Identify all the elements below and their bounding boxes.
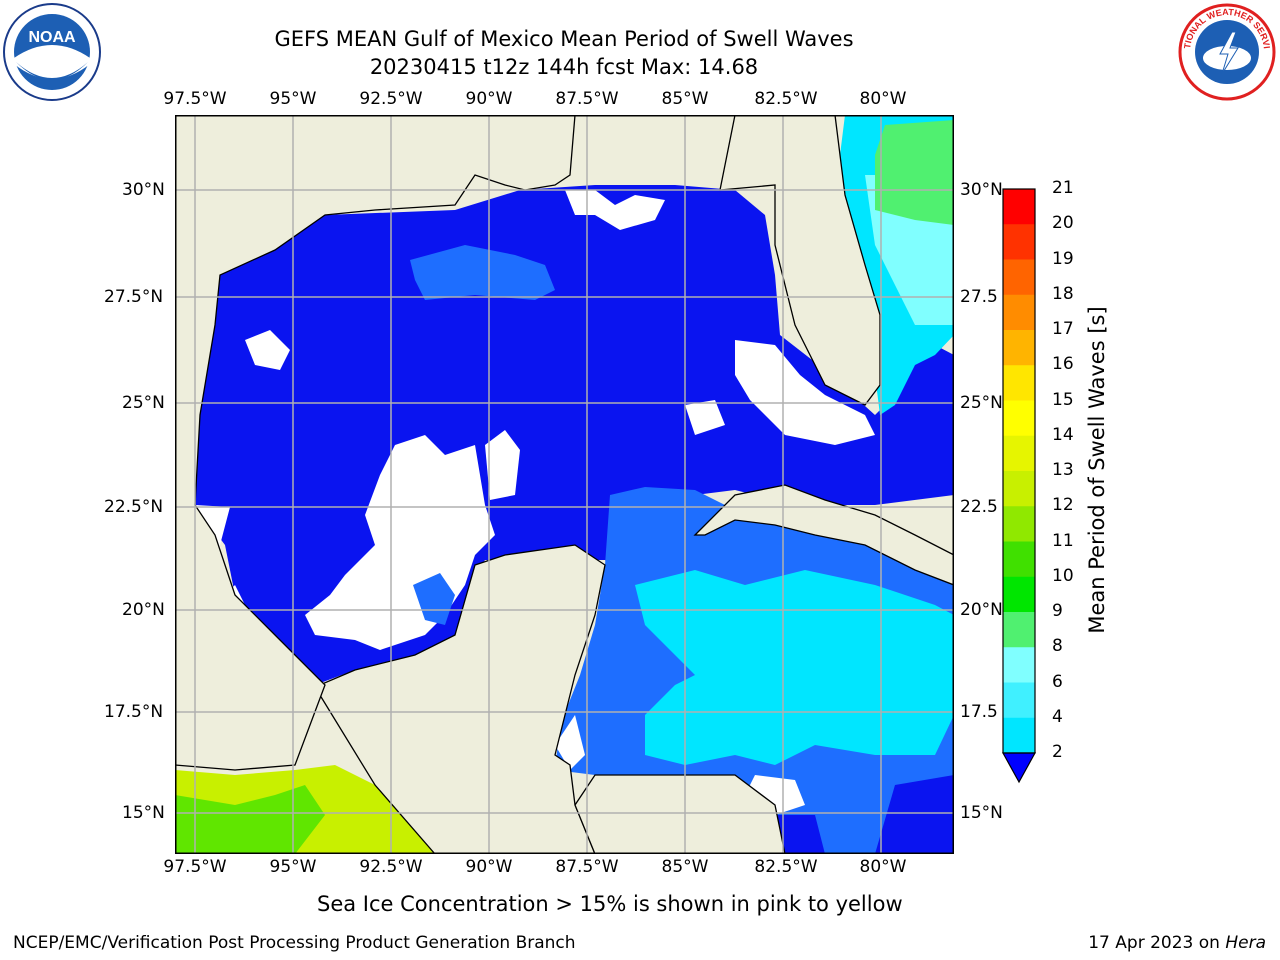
- colorbar-tick-label: 14: [1052, 425, 1074, 445]
- colorbar-tick-label: 6: [1052, 672, 1063, 692]
- lon-label-bottom-4: 87.5°W: [555, 857, 618, 877]
- footer-date: 17 Apr 2023 on Hera: [1088, 933, 1266, 953]
- colorbar-segment: [1003, 542, 1035, 578]
- lat-label-left-5: 17.5°N: [104, 702, 163, 722]
- colorbar-tick-label: 16: [1052, 354, 1074, 374]
- colorbar-segment: [1003, 647, 1035, 683]
- footer-machine: Hera: [1225, 933, 1266, 953]
- colorbar-tick-label: 21: [1052, 178, 1074, 198]
- lat-label-left-3: 22.5°N: [104, 497, 163, 517]
- colorbar-segment: [1003, 401, 1035, 437]
- colorbar-segment: [1003, 189, 1035, 225]
- lon-label-top-6: 82.5°W: [754, 89, 817, 109]
- colorbar-segment: [1003, 683, 1035, 719]
- lon-label-bottom-0: 97.5°W: [163, 857, 226, 877]
- colorbar-segment: [1003, 471, 1035, 507]
- colorbar-segment: [1003, 260, 1035, 296]
- colorbar-tick-label: 2: [1052, 742, 1063, 762]
- colorbar: [1002, 188, 1036, 788]
- lat-label-right-4: 20°N: [960, 600, 1003, 620]
- lon-label-bottom-5: 85°W: [662, 857, 709, 877]
- lat-label-left-6: 15°N: [122, 803, 165, 823]
- lon-label-top-4: 87.5°W: [555, 89, 618, 109]
- lon-label-bottom-3: 90°W: [466, 857, 513, 877]
- colorbar-tick-label: 18: [1052, 284, 1074, 304]
- colorbar-segment: [1003, 330, 1035, 366]
- colorbar-tick-label: 20: [1052, 213, 1074, 233]
- colorbar-segment: [1003, 612, 1035, 648]
- colorbar-tick-label: 4: [1052, 707, 1063, 727]
- lat-label-right-6: 15°N: [960, 803, 1003, 823]
- noaa-logo: NOAA: [2, 2, 102, 106]
- lat-label-left-2: 25°N: [122, 393, 165, 413]
- footer-date-text: 17 Apr 2023 on: [1088, 933, 1225, 953]
- colorbar-tick-label: 12: [1052, 495, 1074, 515]
- lon-label-top-2: 92.5°W: [359, 89, 422, 109]
- colorbar-tick-label: 9: [1052, 601, 1063, 621]
- lon-label-top-3: 90°W: [466, 89, 513, 109]
- lat-label-right-5: 17.5: [960, 702, 998, 722]
- atlantic-swell-9s: [875, 120, 954, 225]
- lon-label-bottom-6: 82.5°W: [754, 857, 817, 877]
- lat-label-right-1: 27.5: [960, 287, 998, 307]
- lon-label-top-1: 95°W: [270, 89, 317, 109]
- lon-label-top-7: 80°W: [860, 89, 907, 109]
- footer-credit: NCEP/EMC/Verification Post Processing Pr…: [13, 933, 576, 953]
- colorbar-segment: [1003, 436, 1035, 472]
- colorbar-extend-arrow: [1003, 753, 1035, 782]
- gulf-map: [175, 115, 954, 854]
- lat-label-right-2: 25°N: [960, 393, 1003, 413]
- lon-label-top-0: 97.5°W: [163, 89, 226, 109]
- colorbar-tick-label: 13: [1052, 460, 1074, 480]
- lat-label-right-0: 30°N: [960, 180, 1003, 200]
- colorbar-tick-label: 8: [1052, 636, 1063, 656]
- map-subtitle-forecast: 20230415 t12z 144h fcst Max: 14.68: [0, 55, 1128, 79]
- lat-label-left-1: 27.5°N: [104, 287, 163, 307]
- nws-logo: NATIONAL WEATHER SERVICE: [1176, 2, 1278, 106]
- colorbar-tick-label: 15: [1052, 390, 1074, 410]
- sea-ice-note: Sea Ice Concentration > 15% is shown in …: [317, 892, 903, 916]
- map-panel: [175, 115, 954, 854]
- colorbar-segment: [1003, 295, 1035, 331]
- lat-label-right-3: 22.5: [960, 497, 998, 517]
- colorbar-segment: [1003, 577, 1035, 613]
- colorbar-swatches: [1002, 188, 1036, 784]
- colorbar-title: Mean Period of Swell Waves [s]: [1085, 306, 1109, 633]
- colorbar-segment: [1003, 506, 1035, 542]
- colorbar-tick-label: 11: [1052, 531, 1074, 551]
- lon-label-bottom-7: 80°W: [860, 857, 907, 877]
- map-title: GEFS MEAN Gulf of Mexico Mean Period of …: [0, 27, 1128, 51]
- colorbar-segment: [1003, 365, 1035, 401]
- lat-label-left-4: 20°N: [122, 600, 165, 620]
- colorbar-segment: [1003, 718, 1035, 754]
- colorbar-tick-label: 19: [1052, 249, 1074, 269]
- noaa-logo-text: NOAA: [28, 29, 76, 46]
- lon-label-bottom-1: 95°W: [270, 857, 317, 877]
- colorbar-tick-label: 17: [1052, 319, 1074, 339]
- colorbar-segment: [1003, 224, 1035, 260]
- colorbar-tick-label: 10: [1052, 566, 1074, 586]
- lat-label-left-0: 30°N: [122, 180, 165, 200]
- lon-label-bottom-2: 92.5°W: [359, 857, 422, 877]
- lon-label-top-5: 85°W: [662, 89, 709, 109]
